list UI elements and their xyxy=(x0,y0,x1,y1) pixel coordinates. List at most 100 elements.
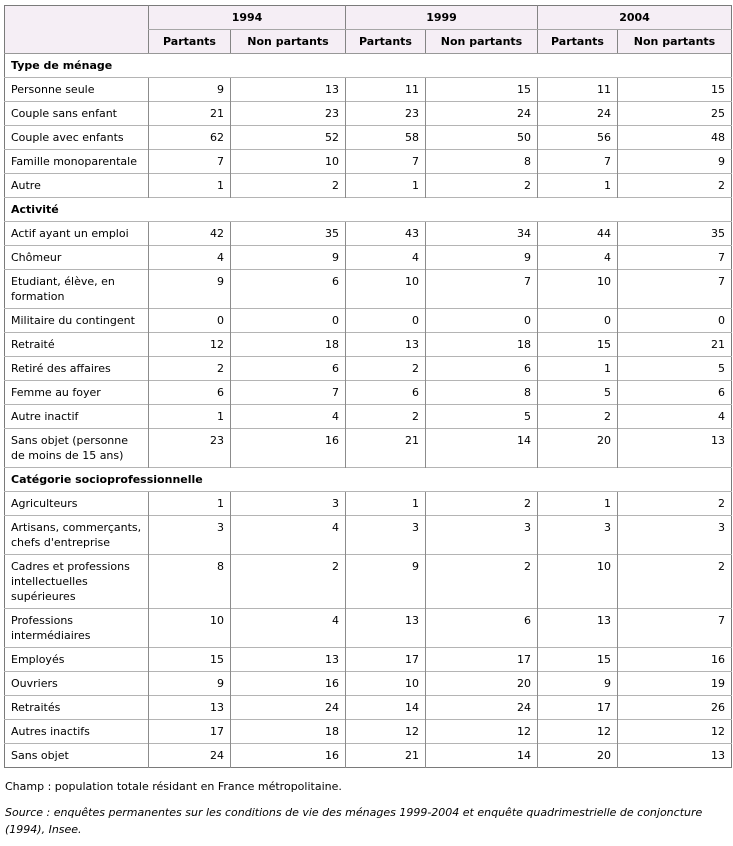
value-cell: 43 xyxy=(345,221,426,246)
table-row: Famille monoparentale 7 10 7 8 7 9 xyxy=(4,149,732,174)
value-cell: 1 xyxy=(537,491,618,516)
table-row: Employés 15 13 17 17 15 16 xyxy=(4,647,732,672)
value-cell: 18 xyxy=(425,332,538,357)
table-row: Artisans, commerçants, chefs d'entrepris… xyxy=(4,515,732,555)
value-cell: 6 xyxy=(345,380,426,405)
year-header: 1999 xyxy=(345,5,538,30)
year-header: 1994 xyxy=(148,5,346,30)
value-cell: 24 xyxy=(148,743,231,768)
row-label: Etudiant, élève, en formation xyxy=(4,269,149,309)
value-cell: 3 xyxy=(617,515,732,555)
table-row: Couple sans enfant 21 23 23 24 24 25 xyxy=(4,101,732,126)
section-title: Activité xyxy=(4,197,732,222)
row-label: Militaire du contingent xyxy=(4,308,149,333)
value-cell: 26 xyxy=(617,695,732,720)
value-cell: 21 xyxy=(345,428,426,468)
value-cell: 1 xyxy=(148,404,231,429)
table-row: Autre 1 2 1 2 1 2 xyxy=(4,173,732,198)
table-row: Femme au foyer 6 7 6 8 5 6 xyxy=(4,380,732,405)
value-cell: 16 xyxy=(230,743,346,768)
value-cell: 3 xyxy=(425,515,538,555)
value-cell: 10 xyxy=(230,149,346,174)
value-cell: 16 xyxy=(230,428,346,468)
value-cell: 17 xyxy=(425,647,538,672)
value-cell: 19 xyxy=(617,671,732,696)
value-cell: 4 xyxy=(148,245,231,270)
subcolumn-header: Non partants xyxy=(617,29,732,54)
value-cell: 13 xyxy=(230,77,346,102)
table-row: Autre inactif 1 4 2 5 2 4 xyxy=(4,404,732,429)
statistics-table: 1994 1999 2004 Partants Non partants Partants… xyxy=(4,5,732,768)
value-cell: 4 xyxy=(230,515,346,555)
row-label: Employés xyxy=(4,647,149,672)
value-cell: 4 xyxy=(537,245,618,270)
row-label: Autre xyxy=(4,173,149,198)
subcolumn-header: Non partants xyxy=(425,29,538,54)
value-cell: 24 xyxy=(537,101,618,126)
value-cell: 23 xyxy=(230,101,346,126)
value-cell: 11 xyxy=(345,77,426,102)
value-cell: 2 xyxy=(617,491,732,516)
value-cell: 7 xyxy=(617,608,732,648)
table-row: Agriculteurs 1 3 1 2 1 2 xyxy=(4,491,732,516)
value-cell: 8 xyxy=(148,554,231,609)
value-cell: 2 xyxy=(425,554,538,609)
value-cell: 6 xyxy=(230,269,346,309)
row-label: Ouvriers xyxy=(4,671,149,696)
value-cell: 12 xyxy=(537,719,618,744)
section-row: Catégorie socioprofessionnelle xyxy=(4,467,732,492)
section-row: Activité xyxy=(4,197,732,222)
value-cell: 20 xyxy=(537,743,618,768)
value-cell: 58 xyxy=(345,125,426,150)
row-label: Actif ayant un emploi xyxy=(4,221,149,246)
section-row: Type de ménage xyxy=(4,53,732,78)
value-cell: 12 xyxy=(617,719,732,744)
value-cell: 0 xyxy=(537,308,618,333)
value-cell: 2 xyxy=(230,554,346,609)
value-cell: 1 xyxy=(345,491,426,516)
value-cell: 13 xyxy=(230,647,346,672)
value-cell: 0 xyxy=(148,308,231,333)
value-cell: 13 xyxy=(617,428,732,468)
value-cell: 7 xyxy=(230,380,346,405)
value-cell: 9 xyxy=(230,245,346,270)
value-cell: 0 xyxy=(617,308,732,333)
value-cell: 8 xyxy=(425,380,538,405)
value-cell: 2 xyxy=(425,173,538,198)
value-cell: 7 xyxy=(148,149,231,174)
value-cell: 21 xyxy=(345,743,426,768)
value-cell: 6 xyxy=(148,380,231,405)
subcolumn-header: Non partants xyxy=(230,29,346,54)
value-cell: 21 xyxy=(617,332,732,357)
row-label: Autres inactifs xyxy=(4,719,149,744)
value-cell: 15 xyxy=(617,77,732,102)
value-cell: 25 xyxy=(617,101,732,126)
value-cell: 14 xyxy=(425,428,538,468)
table-row: Militaire du contingent 0 0 0 0 0 0 xyxy=(4,308,732,333)
value-cell: 21 xyxy=(148,101,231,126)
value-cell: 2 xyxy=(230,173,346,198)
value-cell: 52 xyxy=(230,125,346,150)
value-cell: 3 xyxy=(345,515,426,555)
table-row: Etudiant, élève, en formation 9 6 10 7 10 7 xyxy=(4,269,732,309)
value-cell: 2 xyxy=(617,173,732,198)
value-cell: 15 xyxy=(537,647,618,672)
value-cell: 4 xyxy=(617,404,732,429)
value-cell: 3 xyxy=(230,491,346,516)
value-cell: 6 xyxy=(617,380,732,405)
year-header: 2004 xyxy=(537,5,732,30)
table-row: Retraités 13 24 14 24 17 26 xyxy=(4,695,732,720)
value-cell: 24 xyxy=(230,695,346,720)
value-cell: 3 xyxy=(537,515,618,555)
row-label: Autre inactif xyxy=(4,404,149,429)
value-cell: 16 xyxy=(230,671,346,696)
value-cell: 9 xyxy=(148,671,231,696)
value-cell: 4 xyxy=(345,245,426,270)
value-cell: 10 xyxy=(345,269,426,309)
value-cell: 17 xyxy=(148,719,231,744)
value-cell: 56 xyxy=(537,125,618,150)
source-note: Source : enquêtes permanentes sur les co… xyxy=(5,806,703,836)
value-cell: 9 xyxy=(617,149,732,174)
row-label: Retraité xyxy=(4,332,149,357)
value-cell: 62 xyxy=(148,125,231,150)
